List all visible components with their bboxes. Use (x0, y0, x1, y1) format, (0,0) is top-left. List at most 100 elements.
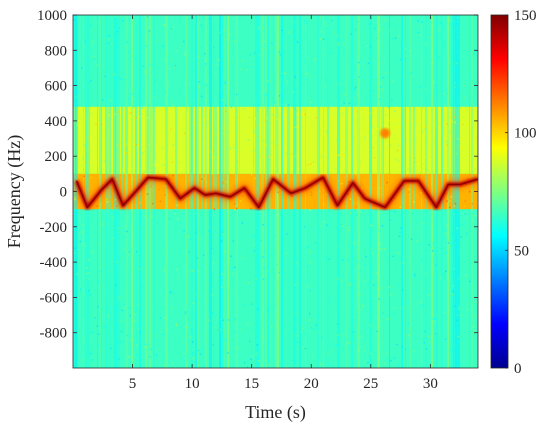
noise-speck (93, 315, 95, 317)
noise-speck (412, 350, 415, 353)
noise-speck (356, 111, 358, 113)
noise-speck (420, 259, 423, 261)
noise-speck (448, 206, 451, 209)
noise-speck (420, 301, 422, 304)
noise-speck (137, 275, 140, 277)
noise-speck (270, 326, 273, 328)
noise-speck (337, 42, 340, 44)
noise-speck (76, 248, 78, 250)
noise-speck (234, 347, 237, 350)
noise-speck (119, 77, 121, 80)
noise-speck (212, 343, 215, 346)
noise-speck (328, 71, 331, 74)
noise-speck (440, 130, 443, 133)
noise-speck (432, 248, 435, 250)
noise-speck (145, 107, 148, 110)
noise-speck (448, 129, 451, 132)
noise-speck (461, 52, 463, 55)
noise-speck (352, 202, 355, 204)
noise-speck (185, 326, 188, 329)
noise-speck (365, 255, 367, 258)
noise-speck (389, 219, 391, 221)
noise-speck (374, 351, 376, 353)
noise-speck (92, 362, 95, 365)
noise-speck (188, 270, 191, 273)
noise-speck (439, 22, 442, 25)
noise-speck (363, 33, 365, 35)
noise-speck (153, 96, 155, 98)
noise-speck (117, 259, 119, 261)
noise-speck (389, 125, 392, 128)
noise-speck (426, 25, 429, 28)
noise-speck (400, 321, 403, 323)
noise-stripe (151, 15, 153, 368)
noise-speck (452, 290, 454, 293)
noise-speck (297, 51, 299, 54)
noise-speck (294, 312, 296, 315)
noise-speck (370, 224, 373, 227)
noise-speck (206, 108, 208, 110)
noise-speck (122, 118, 125, 120)
noise-speck (364, 263, 366, 266)
noise-speck (414, 275, 416, 277)
noise-speck (290, 153, 293, 155)
noise-speck (190, 238, 192, 240)
noise-speck (154, 79, 157, 82)
noise-speck (428, 243, 430, 246)
noise-speck (90, 24, 92, 27)
noise-speck (94, 86, 97, 89)
noise-speck (234, 185, 236, 187)
noise-speck (203, 31, 206, 33)
noise-speck (424, 330, 426, 333)
noise-speck (381, 88, 383, 91)
noise-speck (278, 51, 280, 53)
noise-speck (192, 341, 194, 343)
noise-speck (87, 258, 90, 261)
noise-speck (477, 202, 478, 204)
noise-speck (123, 307, 125, 309)
noise-stripe (409, 15, 411, 368)
noise-speck (288, 83, 291, 85)
noise-speck (98, 138, 101, 141)
noise-speck (250, 259, 253, 262)
noise-speck (264, 249, 266, 251)
noise-speck (378, 298, 380, 300)
noise-speck (293, 71, 295, 74)
noise-speck (254, 109, 256, 112)
noise-speck (166, 54, 168, 57)
noise-speck (252, 244, 255, 246)
noise-speck (354, 86, 357, 89)
noise-speck (130, 338, 132, 341)
noise-speck (304, 347, 307, 350)
noise-speck (384, 114, 387, 116)
noise-speck (176, 253, 179, 256)
noise-speck (347, 250, 349, 252)
noise-speck (379, 287, 382, 289)
noise-speck (179, 89, 182, 92)
noise-speck (140, 285, 143, 287)
noise-speck (192, 121, 195, 124)
noise-speck (446, 224, 449, 227)
noise-speck (110, 302, 113, 305)
noise-speck (438, 56, 440, 59)
noise-speck (132, 215, 134, 217)
noise-speck (195, 277, 197, 280)
noise-speck (310, 327, 313, 329)
x-axis-label: Time (s) (245, 402, 306, 423)
noise-speck (360, 211, 362, 214)
noise-speck (397, 365, 399, 367)
noise-speck (362, 304, 364, 307)
noise-speck (442, 311, 445, 314)
noise-speck (198, 229, 201, 232)
noise-speck (382, 76, 384, 79)
noise-speck (211, 172, 214, 175)
noise-speck (381, 141, 383, 144)
noise-speck (253, 130, 256, 133)
noise-speck (163, 141, 165, 144)
noise-speck (198, 86, 200, 88)
noise-speck (435, 244, 437, 247)
x-tick-label: 30 (423, 376, 438, 392)
noise-speck (455, 332, 457, 334)
noise-speck (318, 16, 320, 19)
noise-speck (96, 323, 99, 325)
